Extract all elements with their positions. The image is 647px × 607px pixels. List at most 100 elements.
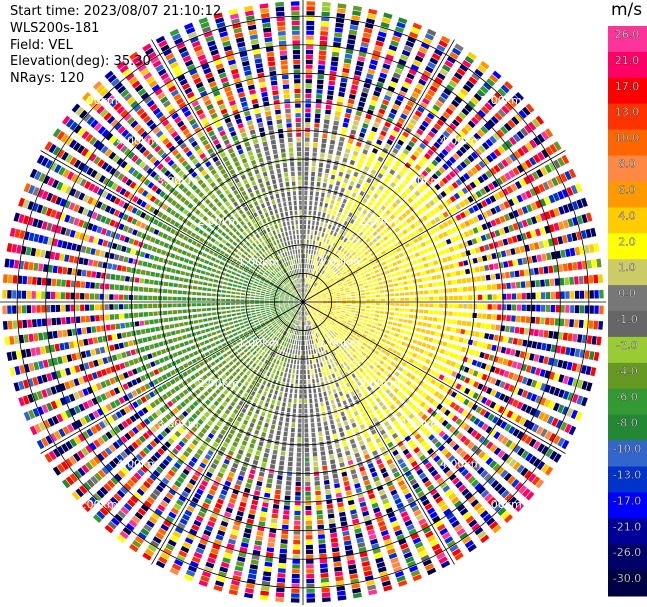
velocity-gate xyxy=(182,513,191,521)
velocity-gate xyxy=(157,366,164,373)
velocity-gate xyxy=(346,260,352,265)
velocity-gate xyxy=(320,573,329,578)
velocity-gate xyxy=(545,292,551,300)
velocity-gate xyxy=(284,422,289,427)
velocity-gate xyxy=(538,183,546,193)
velocity-gate xyxy=(338,207,344,213)
velocity-gate xyxy=(316,363,320,368)
velocity-gate xyxy=(316,295,321,298)
velocity-gate xyxy=(268,367,273,373)
velocity-gate xyxy=(440,560,451,569)
velocity-gate xyxy=(307,330,310,335)
velocity-gate xyxy=(516,130,525,140)
velocity-gate xyxy=(505,347,511,355)
velocity-gate xyxy=(298,408,302,414)
velocity-gate xyxy=(444,350,450,356)
velocity-gate xyxy=(476,236,482,243)
velocity-gate xyxy=(260,585,270,591)
velocity-gate xyxy=(239,501,247,508)
velocity-gate xyxy=(410,443,418,450)
velocity-gate xyxy=(282,436,288,442)
velocity-gate xyxy=(535,280,540,287)
velocity-gate xyxy=(151,512,161,520)
velocity-gate xyxy=(184,433,192,440)
velocity-gate xyxy=(396,207,403,213)
velocity-gate xyxy=(313,388,317,394)
velocity-gate xyxy=(550,344,557,353)
velocity-gate xyxy=(220,520,229,527)
velocity-gate xyxy=(364,339,370,344)
velocity-gate xyxy=(379,429,386,436)
velocity-gate xyxy=(359,96,367,103)
velocity-gate xyxy=(52,448,61,458)
velocity-gate xyxy=(482,157,490,166)
velocity-gate xyxy=(344,285,349,288)
velocity-gate xyxy=(362,278,367,282)
velocity-gate xyxy=(436,274,442,280)
velocity-gate xyxy=(174,376,180,383)
velocity-gate xyxy=(232,441,239,448)
velocity-gate xyxy=(351,373,356,379)
velocity-gate xyxy=(322,470,329,476)
velocity-gate xyxy=(332,326,337,331)
velocity-gate xyxy=(360,263,366,268)
velocity-gate xyxy=(394,227,400,233)
velocity-gate xyxy=(295,496,301,501)
velocity-gate xyxy=(372,367,378,373)
velocity-gate xyxy=(322,264,327,270)
velocity-gate xyxy=(399,135,407,142)
velocity-gate xyxy=(285,367,289,373)
velocity-gate xyxy=(509,271,515,278)
velocity-gate xyxy=(263,571,272,577)
velocity-gate xyxy=(388,484,396,492)
velocity-gate xyxy=(388,316,394,320)
velocity-gate xyxy=(377,31,387,38)
velocity-gate xyxy=(376,485,384,492)
velocity-gate xyxy=(281,524,289,530)
velocity-gate xyxy=(501,105,510,115)
velocity-gate xyxy=(485,426,493,434)
velocity-gate xyxy=(134,536,144,545)
velocity-gate xyxy=(483,122,492,131)
velocity-gate xyxy=(304,142,310,147)
velocity-gate xyxy=(243,374,248,380)
velocity-gate xyxy=(134,511,144,520)
velocity-gate xyxy=(372,238,378,243)
velocity-gate xyxy=(304,433,309,438)
velocity-gate xyxy=(560,249,566,258)
velocity-gate xyxy=(338,391,344,397)
velocity-gate xyxy=(320,21,329,27)
velocity-gate xyxy=(249,406,255,412)
velocity-gate xyxy=(275,337,279,342)
velocity-gate xyxy=(149,473,158,481)
velocity-gate xyxy=(301,311,303,316)
velocity-gate xyxy=(317,297,322,299)
velocity-gate xyxy=(348,568,358,575)
velocity-gate xyxy=(531,341,538,349)
velocity-gate xyxy=(256,324,261,328)
velocity-gate xyxy=(229,354,235,359)
velocity-gate xyxy=(170,535,179,543)
velocity-gate xyxy=(445,238,452,245)
velocity-gate xyxy=(350,391,355,397)
velocity-gate xyxy=(452,319,457,325)
velocity-gate xyxy=(367,397,373,403)
velocity-gate xyxy=(287,373,291,379)
velocity-gate xyxy=(402,108,410,116)
velocity-gate xyxy=(347,559,356,565)
velocity-gate xyxy=(323,286,328,290)
velocity-gate xyxy=(176,458,184,466)
velocity-gate xyxy=(394,364,400,370)
velocity-gate xyxy=(273,323,278,328)
velocity-gate xyxy=(218,355,224,361)
velocity-gate xyxy=(494,483,503,492)
velocity-gate xyxy=(229,498,236,504)
velocity-gate xyxy=(408,528,417,536)
velocity-gate xyxy=(381,17,391,24)
velocity-gate xyxy=(323,328,327,333)
velocity-gate xyxy=(402,81,411,89)
velocity-gate xyxy=(317,69,325,75)
velocity-gate xyxy=(108,444,117,453)
velocity-gate xyxy=(406,496,415,504)
velocity-gate xyxy=(273,315,278,319)
